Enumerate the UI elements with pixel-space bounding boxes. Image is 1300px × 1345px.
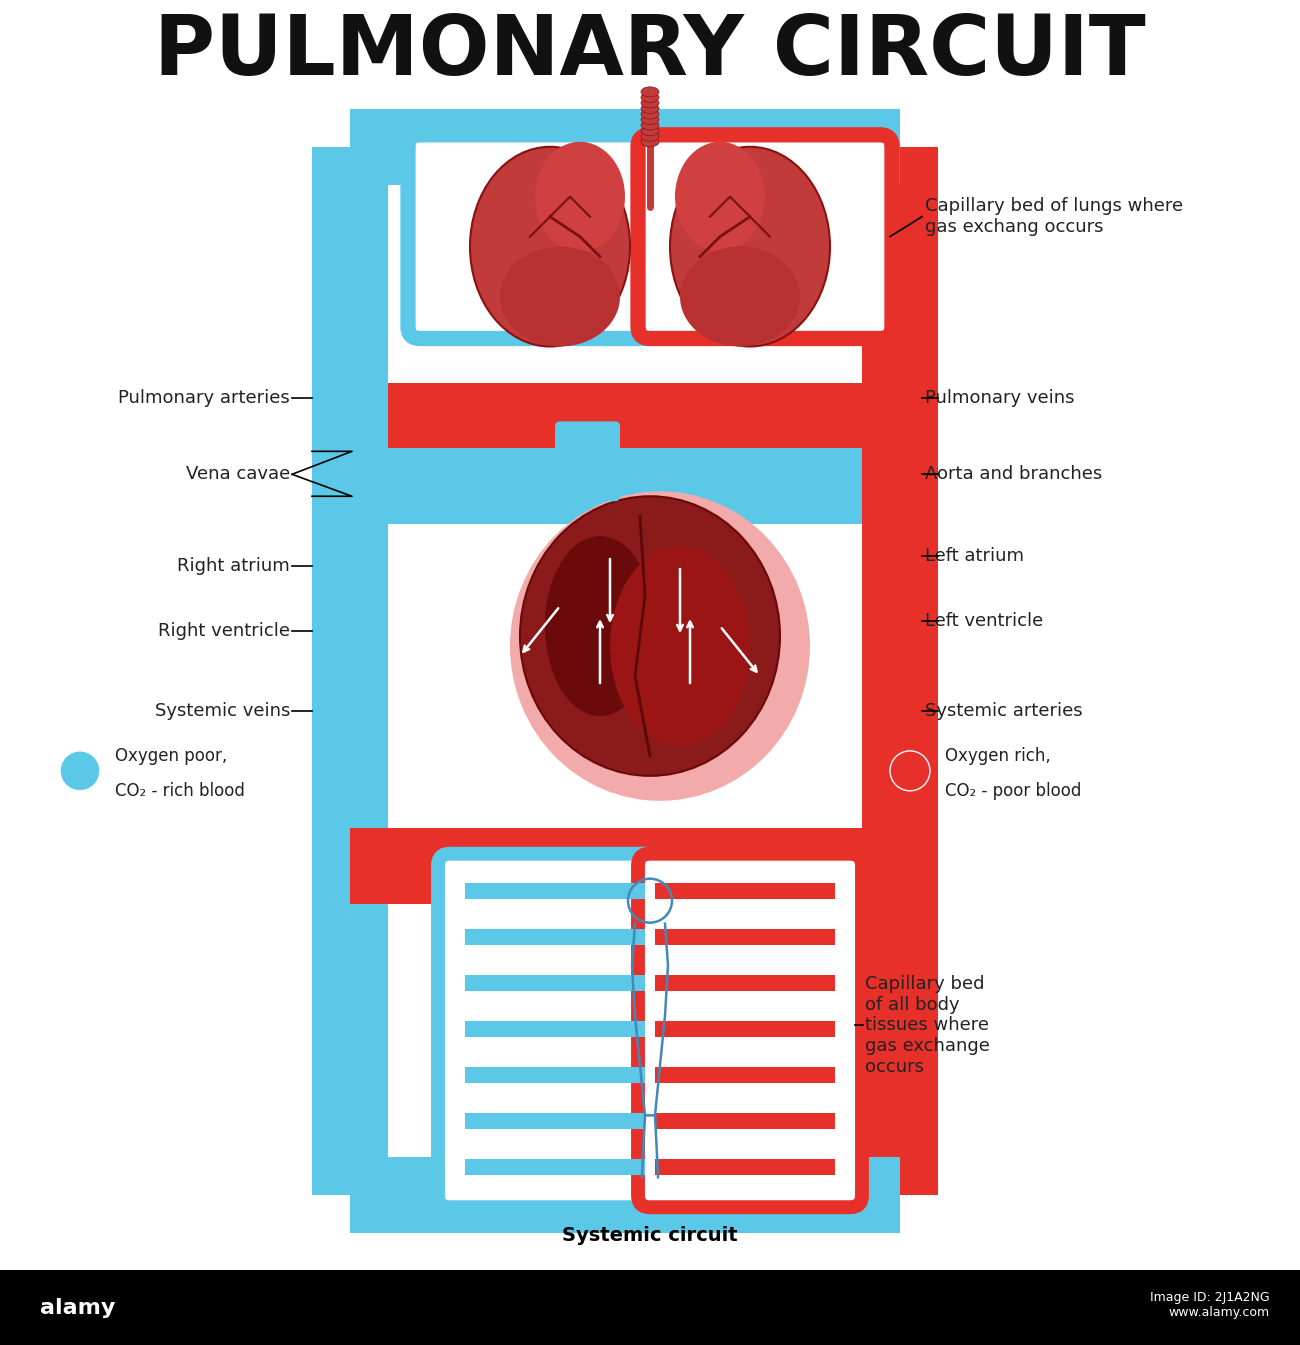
- Ellipse shape: [675, 141, 764, 252]
- Text: Capillary bed of lungs where
gas exchang occurs: Capillary bed of lungs where gas exchang…: [926, 198, 1183, 237]
- Ellipse shape: [500, 246, 620, 347]
- Ellipse shape: [510, 491, 810, 800]
- Ellipse shape: [641, 109, 659, 120]
- Bar: [312, 147, 387, 1196]
- Ellipse shape: [545, 537, 655, 716]
- Circle shape: [60, 751, 100, 791]
- Ellipse shape: [680, 246, 800, 347]
- Ellipse shape: [520, 496, 780, 776]
- Ellipse shape: [641, 87, 659, 97]
- Bar: [0, 1270, 1300, 1345]
- Ellipse shape: [641, 93, 659, 102]
- Text: Aorta and branches: Aorta and branches: [926, 465, 1102, 483]
- Text: Oxygen poor,: Oxygen poor,: [114, 746, 228, 765]
- Bar: [465, 975, 645, 991]
- Bar: [465, 1114, 645, 1130]
- Bar: [465, 929, 645, 944]
- Text: PULMONARY CIRCUIT: PULMONARY CIRCUIT: [155, 11, 1145, 93]
- Text: Left atrium: Left atrium: [926, 547, 1024, 565]
- Ellipse shape: [641, 120, 659, 130]
- Text: Pulmonary veins: Pulmonary veins: [926, 390, 1075, 408]
- Text: CO₂ - poor blood: CO₂ - poor blood: [945, 781, 1082, 800]
- FancyBboxPatch shape: [408, 134, 662, 339]
- Bar: [350, 448, 862, 525]
- FancyBboxPatch shape: [638, 854, 862, 1208]
- Bar: [655, 1114, 835, 1130]
- Bar: [862, 147, 939, 1196]
- FancyBboxPatch shape: [555, 421, 620, 502]
- Text: Left ventricle: Left ventricle: [926, 612, 1043, 629]
- Bar: [387, 383, 900, 460]
- Bar: [350, 1157, 900, 1233]
- Bar: [350, 109, 900, 184]
- Ellipse shape: [536, 141, 625, 252]
- Ellipse shape: [610, 546, 750, 746]
- Bar: [465, 882, 645, 898]
- Text: Image ID: 2J1A2NG
www.alamy.com: Image ID: 2J1A2NG www.alamy.com: [1150, 1291, 1270, 1319]
- Ellipse shape: [641, 114, 659, 125]
- Bar: [655, 1159, 835, 1176]
- Bar: [655, 975, 835, 991]
- Bar: [655, 882, 835, 898]
- Text: Pulmonary arteries: Pulmonary arteries: [118, 390, 290, 408]
- Bar: [465, 1159, 645, 1176]
- Text: Systemic veins: Systemic veins: [155, 702, 290, 720]
- Ellipse shape: [471, 147, 630, 347]
- Bar: [465, 1067, 645, 1083]
- Text: CO₂ - rich blood: CO₂ - rich blood: [114, 781, 244, 800]
- Text: Systemic circuit: Systemic circuit: [562, 1225, 738, 1244]
- FancyBboxPatch shape: [638, 134, 892, 339]
- Ellipse shape: [670, 147, 829, 347]
- FancyBboxPatch shape: [406, 132, 894, 342]
- Text: Vena cavae: Vena cavae: [186, 465, 290, 483]
- Ellipse shape: [641, 125, 659, 136]
- Bar: [465, 1021, 645, 1037]
- Bar: [655, 1067, 835, 1083]
- Text: Right ventricle: Right ventricle: [159, 623, 290, 640]
- Text: Oxygen rich,: Oxygen rich,: [945, 746, 1050, 765]
- Bar: [655, 1021, 835, 1037]
- Ellipse shape: [641, 137, 659, 147]
- Text: Systemic arteries: Systemic arteries: [926, 702, 1083, 720]
- Text: Right atrium: Right atrium: [177, 557, 290, 576]
- Bar: [655, 929, 835, 944]
- Text: Capillary bed
of all body
tissues where
gas exchange
occurs: Capillary bed of all body tissues where …: [864, 975, 989, 1076]
- Ellipse shape: [641, 98, 659, 108]
- Text: alamy: alamy: [40, 1298, 116, 1318]
- Ellipse shape: [641, 104, 659, 113]
- FancyBboxPatch shape: [436, 851, 864, 1210]
- Circle shape: [891, 751, 930, 791]
- FancyBboxPatch shape: [438, 854, 662, 1208]
- Ellipse shape: [641, 132, 659, 141]
- Bar: [350, 827, 900, 904]
